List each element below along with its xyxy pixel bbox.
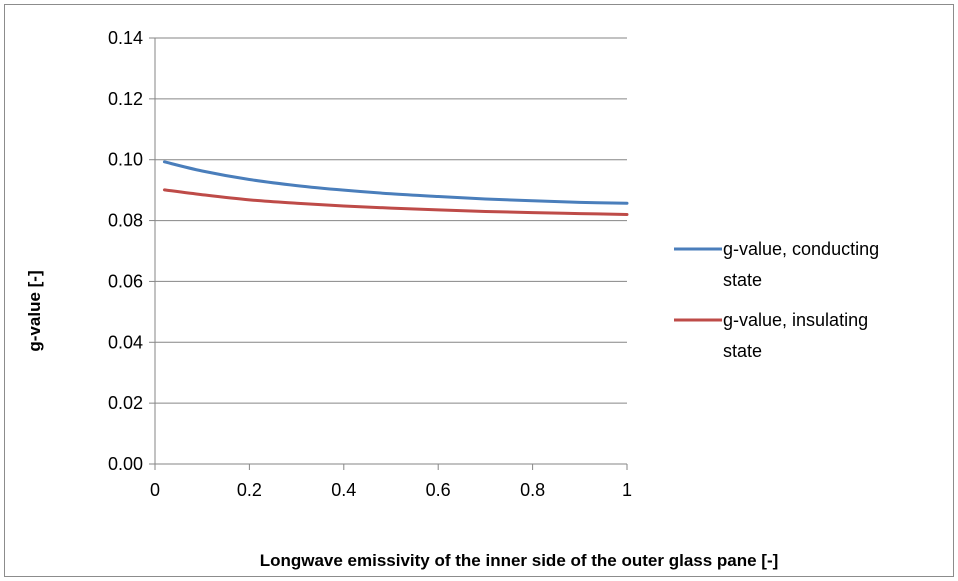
legend-label-2: g-value, insulating state [723, 310, 868, 361]
y-tick-label: 0.14 [108, 28, 143, 48]
x-tick-label: 0 [150, 480, 160, 500]
y-tick-label: 0.00 [108, 454, 143, 474]
x-tick-label: 0.8 [520, 480, 545, 500]
chart-frame [4, 4, 954, 577]
y-tick-labels: 0.00 0.02 0.04 0.06 0.08 0.10 0.12 0.14 [108, 28, 143, 474]
y-tick-label: 0.10 [108, 150, 143, 170]
y-tick-label: 0.12 [108, 89, 143, 109]
x-axis-title: Longwave emissivity of the inner side of… [260, 551, 779, 570]
y-tick-label: 0.06 [108, 271, 143, 291]
y-tick-label: 0.02 [108, 393, 143, 413]
axes [149, 37, 628, 470]
series-lines [162, 160, 629, 216]
gridlines [155, 37, 627, 404]
x-tick-labels: 0 0.2 0.4 0.6 0.8 1 [150, 480, 632, 500]
legend-label-1: g-value, conducting state [723, 239, 879, 290]
x-tick-label: 1 [622, 480, 632, 500]
series-line-2 [162, 188, 629, 216]
y-axis-title: g-value [-] [25, 270, 44, 351]
legend: g-value, conducting state g-value, insulat… [674, 239, 879, 361]
y-tick-label: 0.04 [108, 332, 143, 352]
x-tick-label: 0.4 [331, 480, 356, 500]
y-tick-label: 0.08 [108, 211, 143, 231]
x-tick-label: 0.2 [237, 480, 262, 500]
series-line-1 [162, 160, 629, 205]
x-tick-label: 0.6 [426, 480, 451, 500]
